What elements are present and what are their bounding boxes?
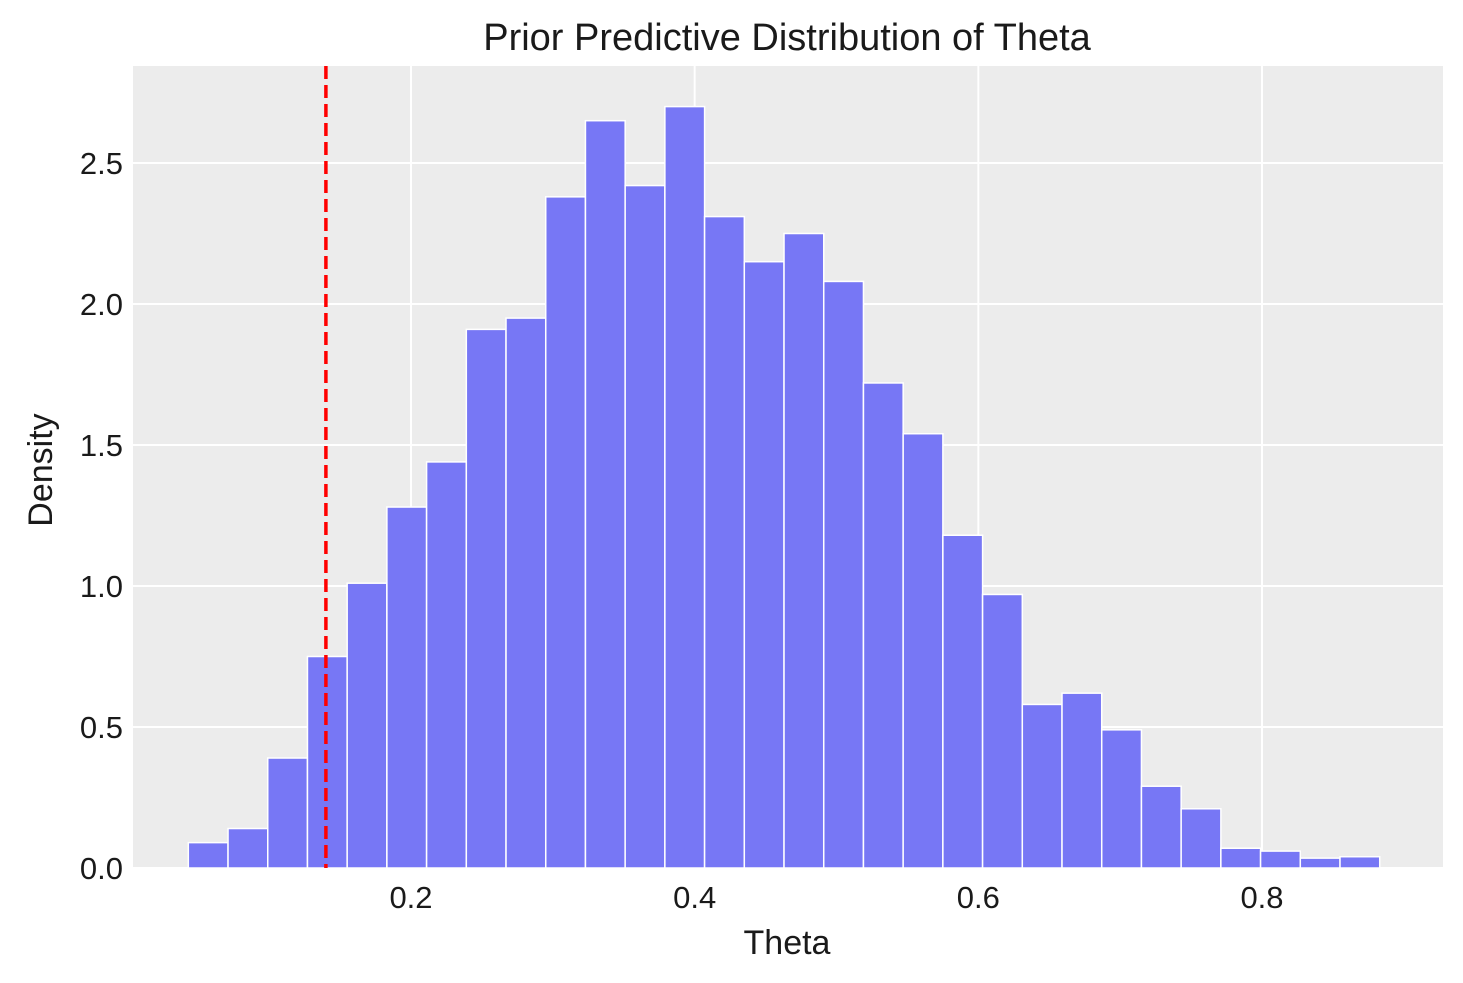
histogram-bar — [465, 328, 507, 869]
histogram-bar — [544, 196, 587, 869]
histogram-bar — [425, 461, 468, 869]
histogram-bar — [346, 582, 388, 869]
histogram-bar — [743, 260, 785, 869]
histogram-bar — [386, 506, 428, 869]
histogram-bar — [981, 593, 1024, 869]
histogram-bar — [822, 280, 865, 869]
y-tick-label: 0.0 — [80, 851, 123, 886]
histogram-bar — [783, 232, 825, 869]
histogram-bar — [584, 119, 626, 869]
histogram-bar — [1339, 855, 1381, 869]
y-tick-labels: 0.0 0.5 1.0 1.5 2.0 2.5 — [80, 146, 123, 886]
x-tick-label: 0.4 — [673, 880, 716, 915]
histogram-bar — [664, 105, 706, 869]
histogram-bar — [266, 757, 309, 869]
histogram-bar — [1061, 692, 1103, 869]
histogram-bar — [1140, 785, 1182, 869]
histogram-bar — [1021, 703, 1063, 869]
histogram-bar — [227, 827, 269, 869]
y-tick-label: 2.5 — [80, 146, 123, 181]
y-tick-label: 1.0 — [80, 569, 123, 604]
x-axis-label: Theta — [744, 924, 831, 962]
y-axis-label: Density — [22, 413, 60, 526]
histogram-bar — [703, 215, 746, 869]
histogram-bar — [902, 432, 944, 869]
y-tick-label: 1.5 — [80, 428, 123, 463]
y-tick-label: 0.5 — [80, 710, 123, 745]
histogram-bar — [505, 317, 547, 869]
histogram-bar — [1259, 850, 1302, 869]
histogram-bar — [1100, 729, 1143, 869]
histogram-bar — [1299, 857, 1341, 869]
x-tick-label: 0.8 — [1240, 880, 1283, 915]
histogram-bar — [1180, 808, 1222, 869]
x-tick-labels: 0.2 0.4 0.6 0.8 — [389, 880, 1283, 915]
histogram-bar — [1220, 847, 1262, 869]
histogram-bar — [187, 841, 229, 869]
histogram-bar — [942, 534, 984, 869]
x-tick-label: 0.2 — [389, 880, 432, 915]
histogram-bar — [862, 382, 904, 869]
histogram-bars — [187, 105, 1381, 869]
chart-title: Prior Predictive Distribution of Theta — [483, 17, 1091, 59]
y-tick-label: 2.0 — [80, 287, 123, 322]
histogram-bar — [624, 184, 666, 869]
x-tick-label: 0.6 — [957, 880, 1000, 915]
